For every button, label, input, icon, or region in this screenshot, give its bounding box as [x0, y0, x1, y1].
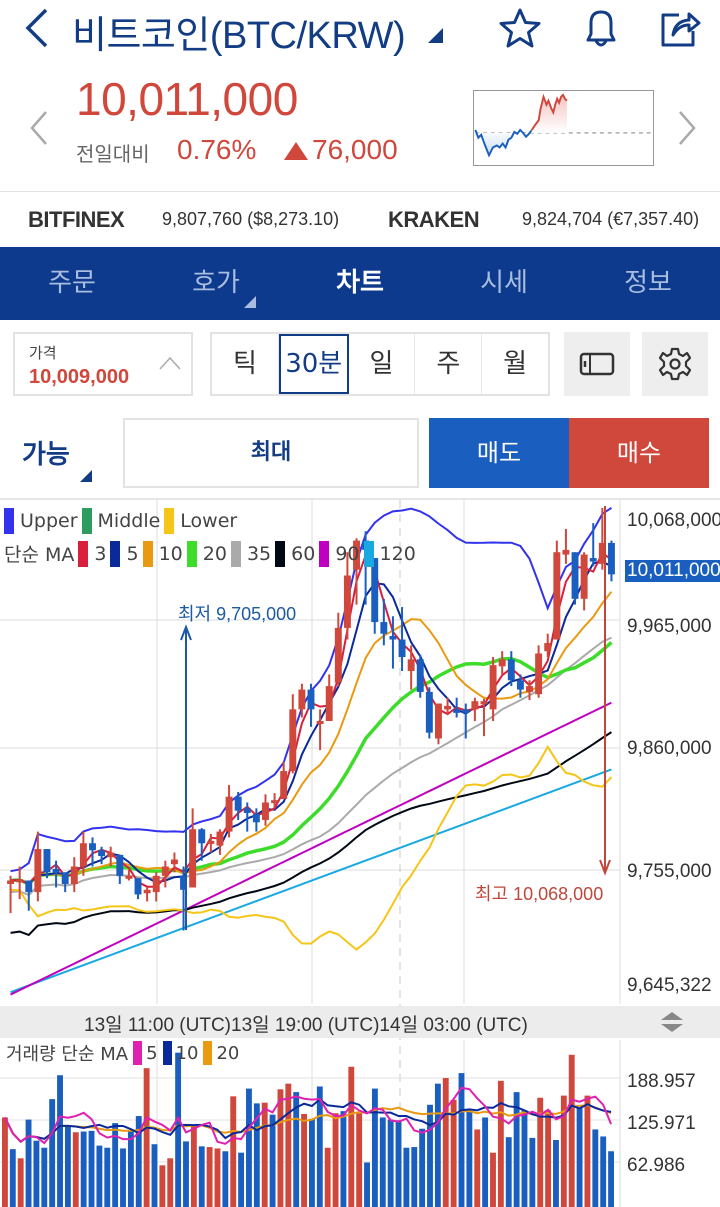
share-icon[interactable]: [657, 5, 703, 51]
legend-lower: Lower: [180, 510, 238, 532]
legend-swatch-ma5: [110, 540, 121, 567]
price-selector-value: 10,009,000: [29, 366, 130, 388]
buy-button[interactable]: 매수: [569, 418, 709, 488]
price-selector[interactable]: 가격 10,009,000: [13, 332, 193, 396]
change-percent: 0.76%: [177, 134, 257, 165]
y-tick-2: 9,965,000: [627, 616, 712, 637]
vol-y-tick-3: 62.986: [627, 1155, 686, 1176]
tab-orderbook[interactable]: 호가: [192, 268, 240, 298]
gear-icon: [658, 347, 692, 381]
legend-ma10: 10: [158, 542, 183, 565]
up-triangle-icon: [284, 142, 308, 160]
price-summary: 10,011,000 전일대비 0.76% 76,000: [0, 64, 720, 192]
page-title[interactable]: 비트코인(BTC/KRW): [72, 15, 406, 57]
chart-settings-button[interactable]: [642, 332, 708, 396]
legend-ma5: 5: [126, 542, 139, 565]
app-header: 비트코인(BTC/KRW): [0, 0, 720, 57]
sparkline-chart: [473, 90, 654, 166]
y-tick-5: 9,645,322: [627, 975, 712, 996]
max-button[interactable]: 최대: [123, 418, 419, 488]
prev-coin-chevron-icon[interactable]: [28, 108, 50, 148]
low-price-annotation: 최저 9,705,000: [178, 604, 297, 624]
layout-toggle-button[interactable]: [564, 332, 630, 396]
exchange-value-kraken: 9,824,704 (€7,357.40): [522, 209, 700, 229]
y-tick-1: 10,068,000: [627, 510, 720, 531]
period-day[interactable]: 일: [349, 334, 416, 394]
tab-info[interactable]: 정보: [624, 268, 672, 298]
tab-chart[interactable]: 차트: [336, 268, 384, 298]
period-month[interactable]: 월: [503, 349, 528, 379]
tab-dropdown-corner-icon: [244, 296, 256, 308]
tab-order[interactable]: 주문: [48, 268, 96, 298]
available-label[interactable]: 가능: [22, 440, 70, 470]
ma-legend: 단순 MA 3 5 10 20 35 60 90 120: [4, 540, 416, 567]
time-axis: 13일 11:00 (UTC)13일 19:00 (UTC)14일 03:00 …: [0, 1006, 720, 1038]
volume-legend: 거래량 단순 MA 5 10 20: [6, 1040, 239, 1066]
legend-swatch-ma90: [319, 540, 330, 567]
legend-swatch-middle: [81, 508, 92, 534]
y-tick-3: 9,860,000: [627, 738, 712, 759]
legend-upper: Upper: [20, 510, 78, 532]
legend-swatch-vma20: [203, 1041, 213, 1065]
next-coin-chevron-icon[interactable]: [676, 108, 698, 148]
legend-swatch-ma20: [186, 540, 197, 567]
vol-y-tick-2: 125.971: [627, 1113, 696, 1134]
legend-ma60: 60: [291, 542, 316, 565]
legend-vma5: 5: [146, 1042, 158, 1064]
volume-legend-title: 거래량 단순 MA: [6, 1044, 129, 1065]
current-price: 10,011,000: [76, 73, 298, 125]
period-selector: 틱 30분 일 주 월: [210, 332, 550, 396]
main-tabs: 주문 호가 차트 시세 정보: [0, 247, 720, 320]
legend-vma10: 10: [175, 1042, 199, 1064]
change-label: 전일대비: [76, 142, 150, 166]
vol-y-tick-1: 188.957: [627, 1071, 696, 1092]
ma-legend-title: 단순 MA: [4, 544, 75, 566]
legend-swatch-upper: [4, 508, 14, 534]
legend-middle: Middle: [97, 510, 161, 532]
chart-area[interactable]: Upper Middle Lower 단순 MA 3 5 10 20 35 60…: [0, 498, 720, 1207]
legend-swatch-ma3: [78, 540, 89, 567]
back-chevron-icon[interactable]: [22, 8, 54, 48]
time-axis-labels: 13일 11:00 (UTC)13일 19:00 (UTC)14일 03:00 …: [84, 1015, 528, 1036]
legend-swatch-ma10: [142, 540, 153, 567]
legend-swatch-vma5: [133, 1041, 143, 1065]
exchange-value-bitfinex: 9,807,760 ($8,273.10): [162, 209, 340, 229]
change-amount: 76,000: [312, 134, 398, 165]
period-30min[interactable]: 30분: [278, 334, 349, 394]
legend-ma35: 35: [246, 542, 272, 565]
current-price-marker: 10,011,000: [625, 560, 720, 582]
legend-ma3: 3: [94, 542, 107, 565]
price-selector-label: 가격: [29, 344, 57, 362]
period-tick[interactable]: 틱: [212, 334, 279, 394]
high-price-annotation: 최고 10,068,000: [475, 884, 604, 904]
title-dropdown-caret-icon[interactable]: [428, 28, 443, 43]
available-dropdown-corner-icon: [80, 470, 92, 482]
legend-vma20: 20: [216, 1042, 240, 1064]
legend-swatch-ma120: [363, 540, 374, 567]
legend-swatch-lower: [164, 508, 175, 534]
sell-button[interactable]: 매도: [429, 418, 569, 488]
exchange-name-bitfinex: BITFINEX: [28, 207, 125, 232]
legend-swatch-ma60: [275, 540, 286, 567]
exchange-prices: BITFINEX 9,807,760 ($8,273.10) KRAKEN 9,…: [0, 195, 720, 247]
legend-swatch-vma10: [162, 1041, 172, 1065]
legend-ma90: 90: [335, 542, 360, 565]
bollinger-legend: Upper Middle Lower: [4, 508, 237, 534]
tab-market[interactable]: 시세: [480, 268, 528, 298]
panel-layout-icon: [579, 352, 615, 376]
bell-icon[interactable]: [578, 5, 624, 51]
legend-ma120: 120: [379, 542, 416, 565]
star-icon[interactable]: [497, 5, 543, 51]
legend-swatch-ma35: [230, 540, 241, 567]
chevron-up-icon[interactable]: [159, 356, 181, 370]
period-week[interactable]: 주: [415, 334, 483, 394]
legend-ma20: 20: [202, 542, 227, 565]
y-tick-4: 9,755,000: [627, 861, 712, 882]
candlestick-chart[interactable]: [0, 500, 720, 1207]
exchange-name-kraken: KRAKEN: [388, 207, 480, 232]
resize-handle-icon[interactable]: [660, 1011, 684, 1033]
